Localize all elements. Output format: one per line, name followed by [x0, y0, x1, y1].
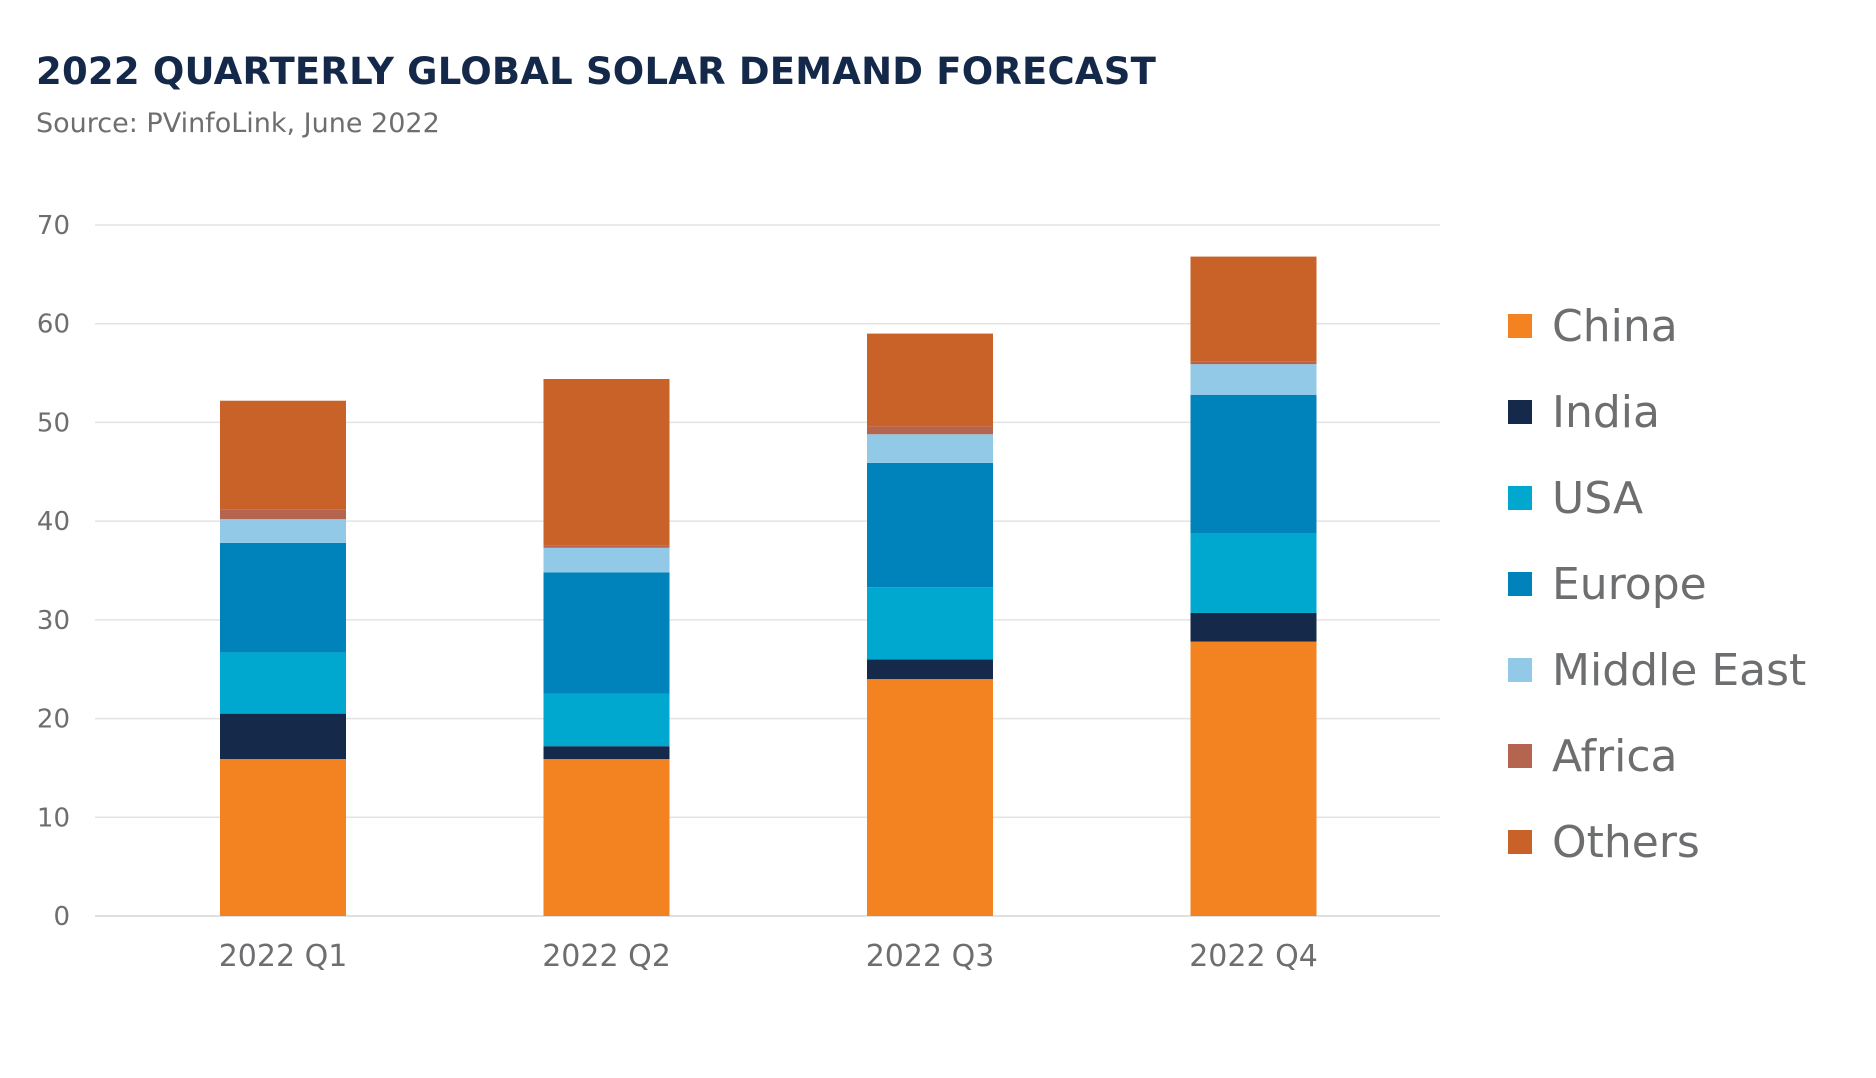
legend-item: Africa: [1508, 713, 1806, 799]
legend-label: Europe: [1552, 558, 1707, 610]
bar-segment-india: [220, 713, 346, 760]
legend-item: Middle East: [1508, 627, 1806, 713]
bar-segment-india: [1190, 612, 1317, 642]
y-tick-label: 30: [37, 606, 70, 636]
bar-segment-europe: [543, 572, 670, 694]
legend-item: Europe: [1508, 541, 1806, 627]
legend-swatch: [1508, 572, 1532, 596]
x-category-label: 2022 Q2: [542, 939, 671, 974]
y-tick-label: 20: [37, 705, 70, 735]
bar-segment-africa: [543, 545, 670, 548]
bar-segment-usa: [1190, 532, 1317, 613]
bar-segment-middle-east: [543, 547, 670, 573]
x-axis-labels: 2022 Q1 2022 Q2 2022 Q3 2022 Q4: [219, 939, 1318, 974]
y-tick-label: 10: [37, 803, 70, 833]
bar-segment-middle-east: [867, 434, 993, 463]
legend-swatch: [1508, 658, 1532, 682]
bar-segment-china: [1190, 641, 1317, 916]
bar-segment-europe: [867, 462, 993, 588]
legend-swatch: [1508, 400, 1532, 424]
bar-segment-usa: [867, 587, 993, 660]
y-tick-label: 60: [37, 310, 70, 340]
bar-segment-africa: [1190, 361, 1317, 365]
bar-segment-others: [220, 400, 346, 510]
legend-swatch: [1508, 744, 1532, 768]
legend-label: USA: [1552, 472, 1644, 524]
legend-item: China: [1508, 283, 1806, 369]
legend-item: USA: [1508, 455, 1806, 541]
legend-label: Africa: [1552, 730, 1678, 782]
x-category-label: 2022 Q4: [1189, 939, 1318, 974]
bar-segment-europe: [1190, 394, 1317, 533]
bar-segment-china: [543, 759, 670, 916]
bar-segment-india: [867, 659, 993, 680]
legend-label: India: [1552, 386, 1660, 438]
bar-stack: [867, 333, 993, 916]
bar-segment-africa: [867, 426, 993, 435]
y-tick-label: 70: [37, 211, 70, 241]
bar-segment-china: [220, 759, 346, 916]
chart-subtitle: Source: PVinfoLink, June 2022: [36, 108, 440, 139]
y-tick-label: 0: [53, 902, 70, 932]
bar-segment-usa: [543, 693, 670, 747]
chart-title: 2022 QUARTERLY GLOBAL SOLAR DEMAND FOREC…: [36, 50, 1157, 93]
y-tick-label: 40: [37, 507, 70, 537]
bar-segment-others: [867, 333, 993, 427]
legend-swatch: [1508, 314, 1532, 338]
legend-label: China: [1552, 300, 1678, 352]
legend-swatch: [1508, 486, 1532, 510]
bar-stacks: [220, 256, 1317, 916]
bar-segment-africa: [220, 509, 346, 520]
bar-segment-china: [867, 679, 993, 916]
x-category-label: 2022 Q1: [219, 939, 348, 974]
bar-segment-usa: [220, 652, 346, 714]
legend-item: Others: [1508, 799, 1806, 885]
legend: China India USA Europe Middle East Africa Othe…: [1508, 283, 1806, 885]
legend-label: Middle East: [1552, 644, 1807, 696]
bar-stack: [220, 400, 346, 916]
x-category-label: 2022 Q3: [866, 939, 995, 974]
y-tick-label: 50: [37, 408, 70, 438]
bar-segment-others: [1190, 256, 1317, 362]
legend-item: India: [1508, 369, 1806, 455]
bar-segment-middle-east: [220, 519, 346, 543]
legend-label: Others: [1552, 816, 1700, 868]
y-axis-ticks: 0 10 20 30 40 50 60 70: [37, 211, 70, 932]
bar-segment-europe: [220, 542, 346, 653]
bar-segment-others: [543, 378, 670, 546]
bar-segment-middle-east: [1190, 364, 1317, 395]
bar-segment-india: [543, 746, 670, 760]
legend-swatch: [1508, 830, 1532, 854]
bar-stack: [543, 378, 670, 916]
bar-stack: [1190, 256, 1317, 916]
